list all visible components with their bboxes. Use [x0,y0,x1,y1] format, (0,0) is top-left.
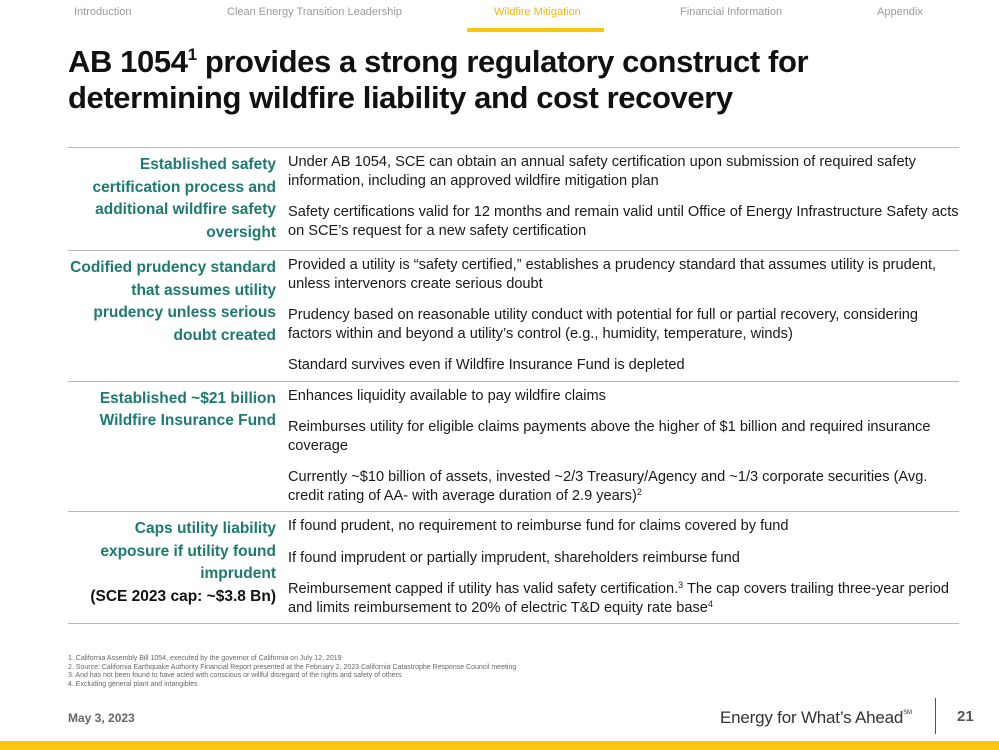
bullet-text: Under AB 1054, SCE can obtain an annual … [288,154,916,189]
bullet-with-footnote: Currently ~$10 billion of assets, invest… [288,468,959,505]
row-heading: Established ~$21 billion Wildfire Insura… [68,382,286,512]
row-heading-text: Codified prudency standard that assumes … [70,259,276,344]
row-heading-text: Caps utility liability exposure if utili… [100,520,276,582]
nav-item-wildfire-mitigation[interactable]: Wildfire Mitigation [494,6,581,18]
features-table: Established safety certification process… [68,147,959,624]
title-text-2: provides a strong regulatory construct f… [196,44,809,79]
presentation-date: May 3, 2023 [68,711,135,725]
row-heading-text: Established ~$21 billion Wildfire Insura… [99,389,276,430]
bullet-with-footnote: Reimbursement capped if utility has vali… [288,580,959,617]
page-number: 21 [957,708,974,725]
bottom-accent-bar [0,741,999,750]
service-mark: SM [903,710,912,716]
footnote-ref: 3 [678,580,684,590]
bullet-text: Currently ~$10 billion of assets, invest… [288,469,928,504]
title-text-1: AB 1054 [68,44,188,79]
footnote: 4. Excluding general plant and intangibl… [68,680,198,688]
nav-item-financial-information[interactable]: Financial Information [680,6,783,18]
bullet-text: Prudency based on reasonable utility con… [288,307,919,342]
table-row: Caps utility liability exposure if utili… [68,511,959,624]
bullet-text: If found imprudent or partially impruden… [288,549,740,566]
footnote-ref: 4 [707,598,713,609]
footnote: 3. And has not been found to have acted … [68,672,402,679]
bullet-text: Provided a utility is “safety certified,… [288,257,937,292]
footer-divider [935,698,936,734]
footnote: 1. California Assembly Bill 1054, execut… [68,655,342,662]
cap-note: (SCE 2023 cap: ~$3.8 Bn) [90,587,276,605]
row-heading: Established safety certification process… [68,148,286,250]
title-text-3: determining wildfire liability and cost … [68,80,733,115]
bullet-text: Reimbursement capped if utility has vali… [288,581,679,597]
row-heading: Caps utility liability exposure if utili… [68,512,286,623]
row-content: Under AB 1054, SCE can obtain an annual … [286,148,959,250]
nav-item-introduction[interactable]: Introduction [74,6,132,18]
row-content: Enhances liquidity available to pay wild… [286,382,959,512]
bullet-text: Reimburses utility for eligible claims p… [288,419,931,454]
row-heading: Codified prudency standard that assumes … [68,251,286,381]
page-title: AB 10541 provides a strong regulatory co… [68,44,928,116]
tagline-text: Energy for What’s Ahead [720,708,904,727]
footnote: 2. Source: California Earthquake Authori… [68,663,517,671]
active-tab-indicator [467,28,604,32]
bullet-text: Enhances liquidity available to pay wild… [288,387,606,404]
row-heading-text: Established safety certification process… [92,156,276,241]
table-row: Established safety certification process… [68,147,959,250]
bullet-text-continued: The cap covers trailing three-year perio… [288,581,949,616]
footnote-ref: 2 [636,486,642,497]
nav-item-clean-energy[interactable]: Clean Energy Transition Leadership [227,6,402,18]
footnotes: 1. California Assembly Bill 1054, execut… [68,655,768,689]
row-content: Provided a utility is “safety certified,… [286,251,959,381]
company-tagline: Energy for What’s AheadSM [720,708,912,728]
table-row: Established ~$21 billion Wildfire Insura… [68,380,959,512]
bullet-text: Safety certifications valid for 12 month… [288,204,959,239]
table-row: Codified prudency standard that assumes … [68,250,959,381]
bullet-text: Standard survives even if Wildfire Insur… [288,357,685,373]
nav-item-appendix[interactable]: Appendix [877,6,923,18]
title-footnote-ref: 1 [187,45,197,64]
bullet-text: If found prudent, no requirement to reim… [288,518,789,534]
top-navigation: Introduction Clean Energy Transition Lea… [0,6,999,32]
row-content: If found prudent, no requirement to reim… [286,512,959,623]
